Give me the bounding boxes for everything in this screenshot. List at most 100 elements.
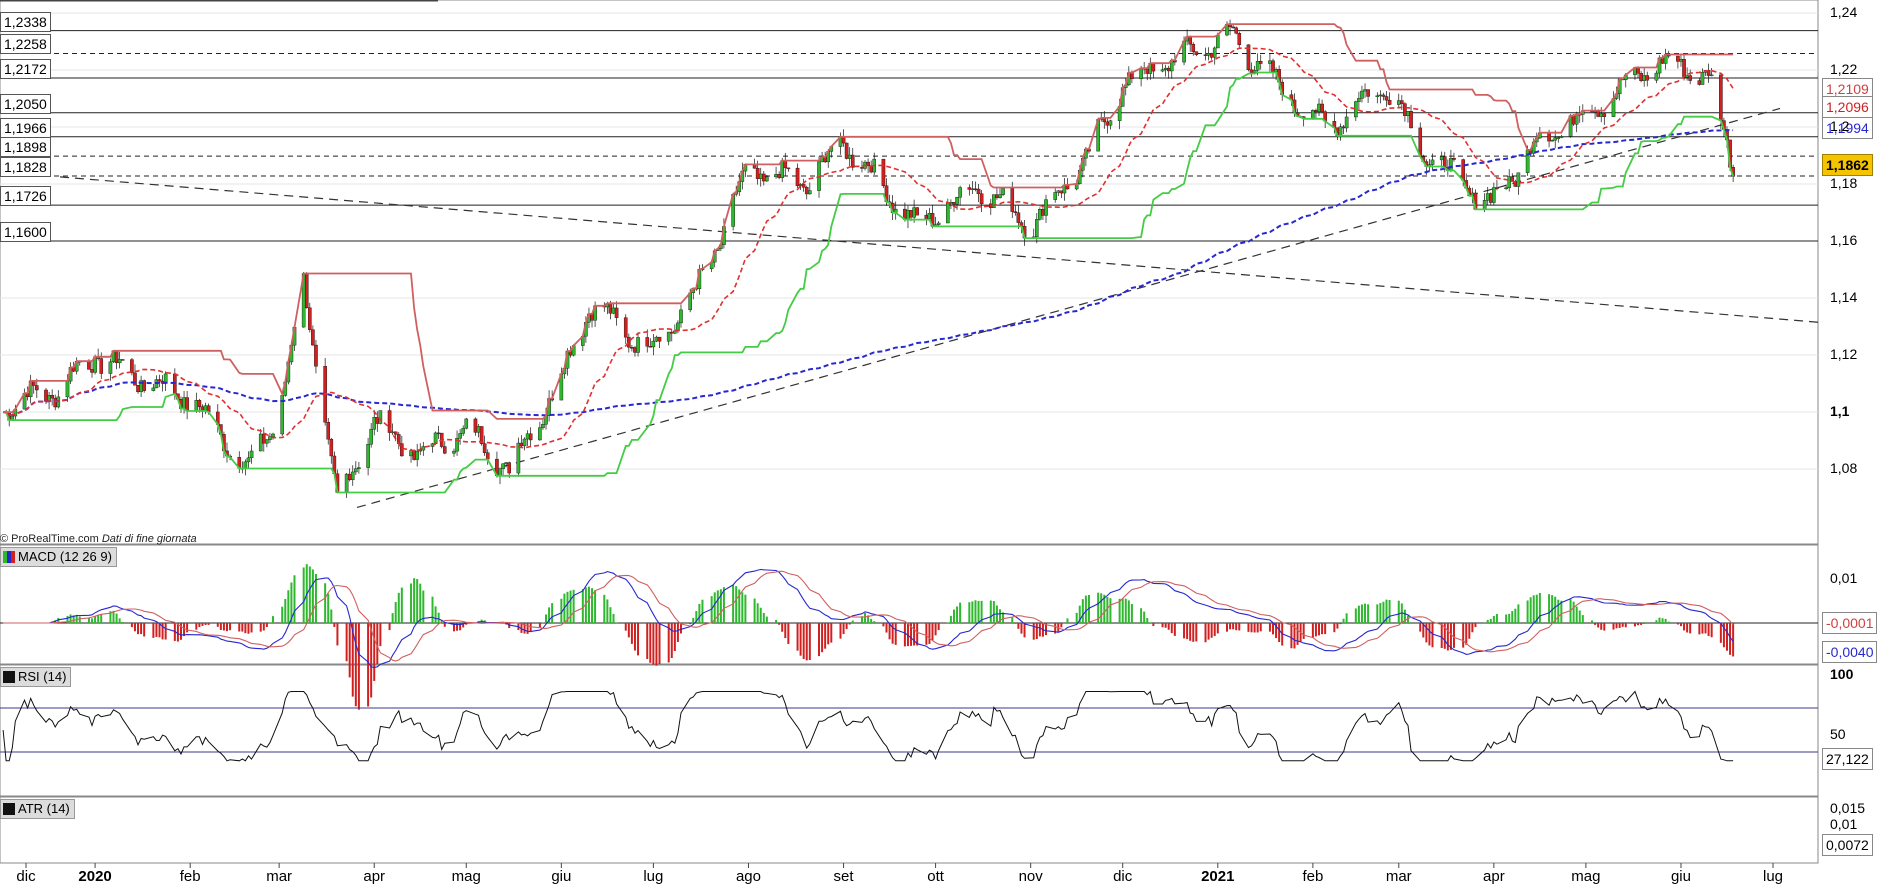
candle-up <box>1485 193 1490 201</box>
candle-up <box>1255 61 1260 71</box>
candle-up <box>1492 187 1496 203</box>
candle-up <box>409 450 413 457</box>
candle-down <box>952 202 956 205</box>
candle-down <box>844 142 849 159</box>
candle-up <box>357 467 361 469</box>
candle-up <box>1396 100 1401 105</box>
candle-down <box>1387 99 1392 105</box>
candle-up <box>1139 67 1143 80</box>
candle-down <box>1059 190 1064 194</box>
x-tick-label: dic <box>1113 868 1133 885</box>
candle-down <box>1682 59 1686 78</box>
rsi-title[interactable]: RSI (14) <box>0 667 72 687</box>
candle-down <box>1495 187 1499 189</box>
candle-up <box>271 433 275 437</box>
candle-down <box>329 438 334 457</box>
candle-up <box>946 202 950 224</box>
candle-up <box>344 473 349 493</box>
candle-down <box>614 307 619 318</box>
candle-down <box>114 350 119 364</box>
candle-down <box>400 443 404 457</box>
candle-down <box>1676 55 1680 62</box>
candle-down <box>393 431 398 435</box>
candle-up <box>516 442 521 474</box>
candle-down <box>387 410 392 433</box>
candle-down <box>347 473 352 480</box>
x-tick-label: 2021 <box>1201 868 1235 885</box>
trendline-up <box>356 107 1781 509</box>
candle-down <box>87 360 91 370</box>
x-tick-label: 2020 <box>78 868 112 885</box>
price-tick-label: 1,24 <box>1830 4 1858 20</box>
candle-down <box>1151 63 1156 72</box>
candle-up <box>415 450 419 460</box>
rsi-panel-frame <box>0 664 1819 797</box>
candle-down <box>762 173 766 182</box>
candle-up <box>1679 59 1683 62</box>
candle-up <box>758 173 763 179</box>
candle-up <box>461 428 465 434</box>
candle-down <box>1249 69 1254 73</box>
candle-up <box>1599 113 1604 117</box>
candle-up <box>1449 158 1453 171</box>
x-tick-label: ott <box>927 868 944 885</box>
candle-down <box>262 433 266 444</box>
candle-down <box>1013 211 1018 213</box>
candle-up <box>666 331 671 342</box>
price-panel-frame <box>0 0 1819 545</box>
level-label: 1,2172 <box>0 58 51 79</box>
candle-down <box>308 307 312 330</box>
macd-line <box>3 568 1734 668</box>
candle-up <box>673 330 677 334</box>
candle-up <box>1685 75 1689 78</box>
candle-up <box>538 427 542 441</box>
candle-up <box>636 337 640 353</box>
candle-up <box>372 417 377 430</box>
candle-up <box>354 468 358 473</box>
x-tick-label: giu <box>551 868 572 885</box>
candle-up <box>1215 34 1220 49</box>
macd-title[interactable]: MACD (12 26 9) <box>0 547 117 567</box>
candle-up <box>1160 69 1165 72</box>
macd-line-tag: -0,0040 <box>1822 641 1878 663</box>
candle-up <box>654 336 659 342</box>
candle-up <box>455 438 459 452</box>
candle-up <box>1338 126 1343 137</box>
candle-down <box>1571 115 1576 125</box>
candle-down <box>645 337 650 347</box>
candle-up <box>1709 74 1714 77</box>
candle-down <box>608 303 613 314</box>
candle-up <box>1553 137 1558 141</box>
price-tick-label: 1,18 <box>1830 175 1858 191</box>
candle-up <box>1556 137 1561 139</box>
candle-up <box>1274 69 1278 72</box>
candle-down <box>1384 96 1389 101</box>
candle-up <box>1357 98 1361 102</box>
atr-title[interactable]: ATR (14) <box>0 799 75 819</box>
rsi-tick-label: 100 <box>1830 666 1854 682</box>
candle-up <box>1317 103 1321 112</box>
candle-down <box>1016 212 1021 223</box>
x-tick-label: dic <box>16 868 36 885</box>
candle-down <box>1547 132 1551 142</box>
ma-blue-tag: 1,1994 <box>1822 117 1873 139</box>
candle-up <box>1700 72 1705 85</box>
candle-up <box>1439 156 1444 161</box>
candle-up <box>808 190 812 195</box>
candle-up <box>498 468 502 476</box>
candle-down <box>924 214 929 219</box>
candle-up <box>194 400 199 412</box>
candle-up <box>65 380 70 398</box>
candle-down <box>485 452 490 460</box>
price-tag: 1,1862 <box>1822 154 1873 176</box>
rsi-tick-label: 50 <box>1830 726 1846 742</box>
candle-down <box>1145 68 1150 74</box>
atr-swatch-icon <box>3 803 15 815</box>
candle-up <box>1001 188 1005 195</box>
atr-tick-label: 0,01 <box>1830 816 1858 832</box>
x-tick-label: mar <box>1385 868 1412 885</box>
candle-up <box>1163 67 1168 70</box>
candle-down <box>314 344 318 367</box>
candle-up <box>1035 219 1039 238</box>
